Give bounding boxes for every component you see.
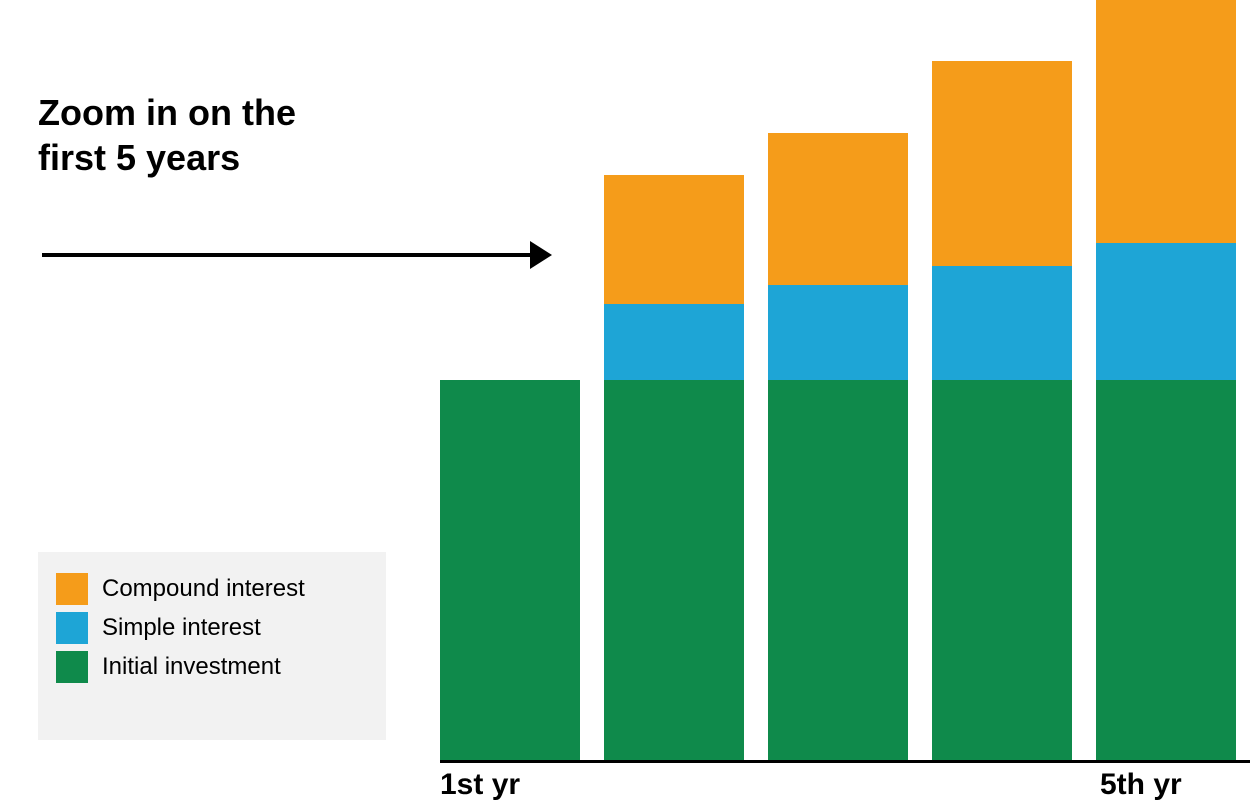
bar-segment-initial: [768, 380, 908, 760]
bar-segment-initial: [604, 380, 744, 760]
bar-segment-compound: [604, 175, 744, 304]
bar-segment-simple: [932, 266, 1072, 380]
legend-label: Initial investment: [102, 653, 281, 681]
legend-item: Simple interest: [56, 612, 368, 644]
legend-label: Compound interest: [102, 575, 305, 603]
bar-segment-simple: [604, 304, 744, 380]
legend-item: Compound interest: [56, 573, 368, 605]
bar-segment-compound: [932, 61, 1072, 266]
legend: Compound interest Simple interest Initial …: [38, 552, 386, 740]
bar-segment-initial: [1096, 380, 1236, 760]
bar-segment-compound: [1096, 0, 1236, 243]
legend-swatch: [56, 651, 88, 683]
x-axis-label: 5th yr: [1100, 768, 1182, 802]
x-axis-baseline: [440, 760, 1250, 763]
bar-segment-simple: [768, 285, 908, 380]
stacked-bar-chart: [440, 0, 1250, 760]
x-axis-label: 1st yr: [440, 768, 520, 802]
chart-title-line2: first 5 years: [38, 135, 296, 180]
legend-swatch: [56, 573, 88, 605]
chart-title-line1: Zoom in on the: [38, 90, 296, 135]
bar-segment-initial: [932, 380, 1072, 760]
bar-segment-initial: [440, 380, 580, 760]
chart-title: Zoom in on the first 5 years: [38, 90, 296, 180]
legend-item: Initial investment: [56, 651, 368, 683]
legend-swatch: [56, 612, 88, 644]
legend-label: Simple interest: [102, 614, 261, 642]
bar-segment-simple: [1096, 243, 1236, 380]
bar-segment-compound: [768, 133, 908, 285]
